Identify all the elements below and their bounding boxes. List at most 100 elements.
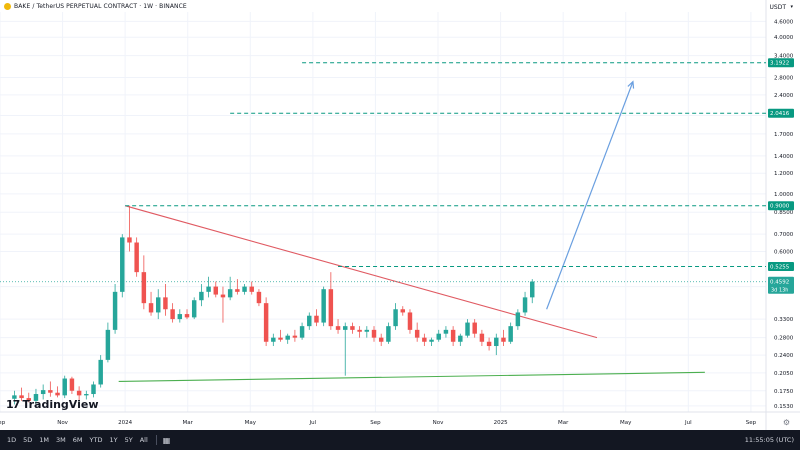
candle <box>69 376 75 395</box>
candle <box>314 309 319 327</box>
candle <box>48 381 53 397</box>
candle-body <box>292 335 298 338</box>
candle <box>177 309 183 323</box>
candle-body <box>206 286 211 292</box>
candle-body <box>436 333 441 340</box>
timeframe-5d[interactable]: 5D <box>23 436 33 444</box>
gear-icon[interactable]: ⚙ <box>782 418 790 427</box>
candle <box>393 303 398 330</box>
candle-body <box>299 326 305 338</box>
candle <box>120 234 125 298</box>
time-tick-label: Mar <box>558 420 569 426</box>
candle <box>422 333 427 347</box>
time-tick-label: Sep <box>370 420 381 426</box>
price-level-tag-label: 2.0416 <box>770 111 790 117</box>
price-tick-label: 0.7000 <box>774 232 794 238</box>
time-tick-label: Jul <box>309 420 317 426</box>
time-tick-label: May <box>620 420 632 426</box>
candle <box>256 289 262 307</box>
candle <box>335 319 341 334</box>
candle <box>12 390 17 405</box>
candle <box>515 309 521 330</box>
current-price-tag-bg <box>768 276 794 294</box>
candle-body <box>26 398 31 401</box>
candle-body <box>378 337 384 342</box>
price-tick-label: 1.0000 <box>774 192 794 198</box>
candle <box>199 284 204 307</box>
candle <box>479 329 485 347</box>
price-level-tag-label: 0.9000 <box>770 204 790 210</box>
candle <box>443 326 449 338</box>
resistance-trendline <box>125 205 598 339</box>
chevron-down-icon[interactable]: ▾ <box>790 4 793 10</box>
candle <box>141 255 147 310</box>
candle-body <box>112 291 118 330</box>
candle-body <box>343 326 348 330</box>
calendar-icon[interactable]: ▦ <box>162 435 171 445</box>
candle-body <box>213 286 219 295</box>
candle-body <box>386 326 391 342</box>
candle-body <box>472 322 477 334</box>
timeframe-1d[interactable]: 1D <box>7 436 17 444</box>
candle-body <box>33 394 39 401</box>
candle <box>105 322 111 363</box>
time-tick-label: Sep <box>0 420 6 426</box>
timeframe-all[interactable]: All <box>139 436 148 444</box>
current-price-countdown: 3d 13h <box>771 287 788 293</box>
candle-body <box>515 312 521 327</box>
candle-body <box>177 314 183 320</box>
candle <box>170 303 175 323</box>
price-tick-label: 0.3300 <box>774 317 794 323</box>
candle-body <box>400 309 406 313</box>
candle <box>62 375 67 399</box>
price-level-tag: 0.5255 <box>768 262 794 272</box>
price-tick-label: 1.2000 <box>774 171 794 177</box>
candle <box>40 384 46 400</box>
price-tick-label: 4.0000 <box>774 35 794 41</box>
candle <box>472 319 477 338</box>
symbol-title: BAKE / TetherUS PERPETUAL CONTRACT · 1W … <box>14 3 187 10</box>
timeframe-6m[interactable]: 6M <box>72 436 83 444</box>
timeframe-1m[interactable]: 1M <box>39 436 50 444</box>
timeframe-ytd[interactable]: YTD <box>89 436 103 444</box>
tradingview-mark-icon: 17 <box>6 398 20 411</box>
timeframe-5y[interactable]: 5Y <box>124 436 133 444</box>
price-chart[interactable]: 4.60004.00003.40002.80002.40002.00001.70… <box>0 0 800 430</box>
candle-body <box>220 294 226 298</box>
candle-body <box>271 337 276 342</box>
symbol-header[interactable]: BAKE / TetherUS PERPETUAL CONTRACT · 1W … <box>4 3 187 10</box>
candle <box>436 329 441 342</box>
time-tick-label: Sep <box>746 420 757 426</box>
candle <box>292 329 298 342</box>
price-level-tag-label: 3.1922 <box>770 61 789 67</box>
candle-body <box>508 326 513 342</box>
candle <box>191 297 197 320</box>
candle <box>407 309 413 334</box>
candle <box>343 322 348 376</box>
candle <box>465 319 470 338</box>
candle <box>321 286 326 327</box>
candle-body <box>328 289 334 327</box>
candle-body <box>12 395 17 399</box>
price-tick-label: 1.7000 <box>774 132 794 138</box>
candle <box>400 306 406 316</box>
candle-body <box>48 390 53 393</box>
candle-body <box>314 315 319 323</box>
candle-body <box>422 337 427 342</box>
candle <box>414 322 420 342</box>
candle-body <box>429 339 434 342</box>
candle-body <box>335 326 341 330</box>
price-level-tag: 2.0416 <box>768 108 794 118</box>
price-tick-label: 0.2050 <box>774 371 794 377</box>
timeframe-1y[interactable]: 1Y <box>109 436 118 444</box>
tradingview-wordmark: TradingView <box>22 398 99 411</box>
candle <box>55 386 60 398</box>
utc-clock[interactable]: 11:55:05 (UTC) <box>744 436 794 444</box>
candle-body <box>357 329 362 332</box>
currency-selector[interactable]: USDT <box>769 4 787 11</box>
candle <box>213 281 219 298</box>
timeframe-3m[interactable]: 3M <box>56 436 66 444</box>
candle-body <box>530 281 535 298</box>
candle-body <box>486 341 492 347</box>
candle-body <box>227 289 233 298</box>
